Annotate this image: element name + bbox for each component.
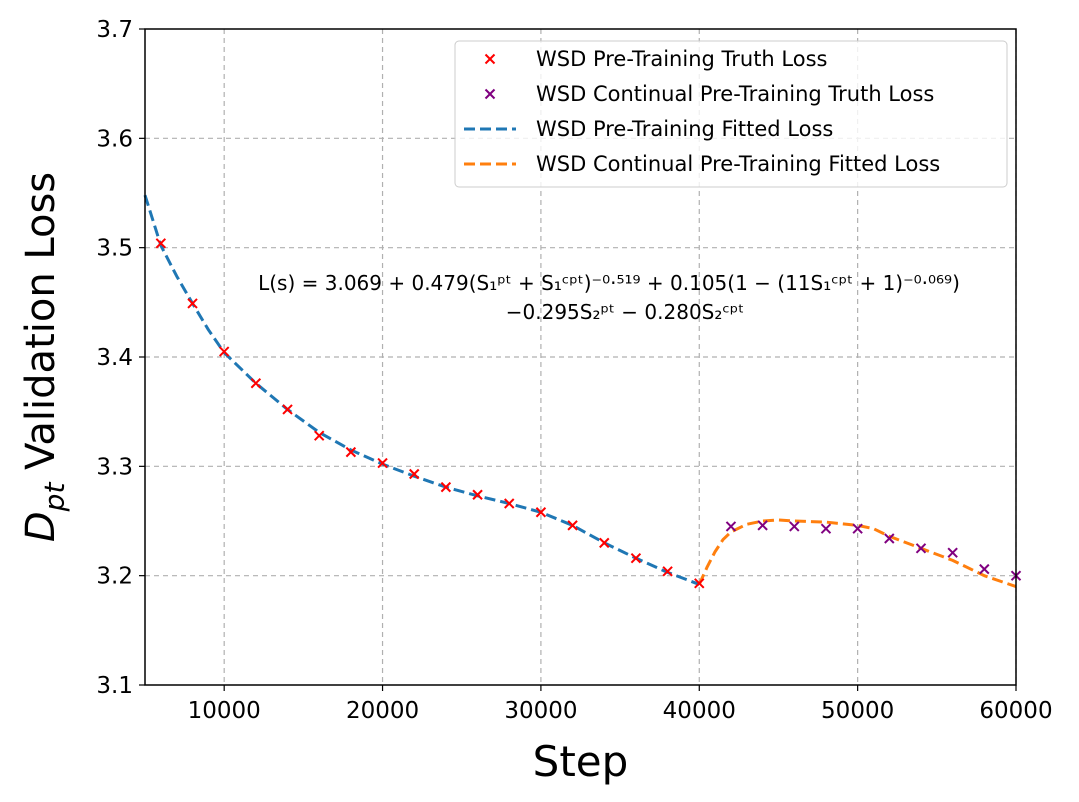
cpt-truth-point — [852, 523, 863, 534]
legend-item: WSD Pre-Training Fitted Loss — [464, 117, 833, 141]
marker-stroke — [409, 468, 420, 480]
formula-line-2: −0.295S₂ᵖᵗ − 0.280S₂ᶜᵖᵗ — [506, 300, 745, 324]
marker-stroke — [472, 489, 483, 500]
marker-stroke — [567, 520, 578, 531]
marker-stroke — [187, 298, 198, 309]
pt-truth-point — [504, 498, 515, 509]
marker-stroke — [440, 481, 452, 493]
marker-stroke — [377, 457, 388, 469]
pt-truth-point — [187, 298, 198, 309]
x-tick-label: 40000 — [663, 698, 736, 724]
cpt-truth-point — [947, 547, 958, 558]
marker-stroke — [484, 88, 496, 100]
cpt-truth-point — [725, 521, 737, 532]
marker-stroke — [535, 507, 547, 518]
marker-stroke — [820, 523, 832, 534]
legend-label: WSD Pre-Training Fitted Loss — [536, 117, 833, 141]
marker-stroke — [218, 346, 230, 357]
legend-label: WSD Continual Pre-Training Fitted Loss — [536, 152, 940, 176]
cpt-truth-point — [979, 563, 990, 575]
x-tick-label: 30000 — [504, 698, 577, 724]
marker-stroke — [630, 552, 642, 564]
marker-stroke — [282, 404, 293, 415]
y-tick-label: 3.6 — [96, 126, 133, 152]
marker-stroke — [662, 566, 673, 577]
y-tick-label: 3.5 — [96, 236, 133, 262]
pt-truth-point — [155, 238, 167, 249]
pt-truth-point — [630, 552, 642, 564]
series-layer — [143, 194, 1022, 589]
marker-stroke — [725, 521, 737, 532]
y-tick-label: 3.4 — [96, 345, 133, 371]
y-tick-label: 3.3 — [96, 454, 133, 480]
marker-stroke — [345, 446, 357, 458]
marker-stroke — [504, 498, 515, 509]
x-tick-label: 50000 — [821, 698, 894, 724]
pt-truth-point — [535, 507, 547, 518]
legend-marker — [484, 88, 496, 100]
marker-stroke — [789, 521, 800, 532]
pt-truth-point — [218, 346, 230, 357]
pt-truth-point — [282, 404, 293, 415]
marker-stroke — [599, 537, 610, 549]
marker-stroke — [313, 430, 325, 441]
pt-fitted-line — [143, 194, 700, 586]
legend-label: WSD Pre-Training Truth Loss — [536, 47, 827, 71]
cpt-truth-point — [884, 533, 895, 544]
marker-stroke — [757, 520, 768, 531]
pt-truth-point — [440, 481, 452, 493]
marker-stroke — [484, 53, 496, 65]
marker-stroke — [947, 547, 958, 558]
marker-stroke — [155, 238, 167, 249]
cpt-truth-point — [820, 523, 832, 534]
x-tick-label: 10000 — [188, 698, 261, 724]
pt-truth-point — [662, 566, 673, 577]
y-axis-title: Dpt Validation Loss — [18, 172, 71, 542]
marker-stroke — [852, 523, 863, 534]
legend-item: WSD Continual Pre-Training Fitted Loss — [464, 152, 940, 176]
y-tick-label: 3.2 — [96, 564, 133, 590]
pt-truth-point — [599, 537, 610, 549]
pt-truth-point — [313, 430, 325, 441]
y-tick-label: 3.1 — [96, 673, 133, 699]
marker-stroke — [915, 543, 927, 554]
pt-truth-point — [694, 578, 705, 589]
marker-stroke — [884, 533, 895, 544]
legend-item: WSD Pre-Training Truth Loss — [484, 47, 827, 71]
pt-truth-point — [250, 378, 262, 389]
formula-line-1: L(s) = 3.069 + 0.479(S₁ᵖᵗ + S₁ᶜᵖᵗ)⁻⁰·⁵¹⁹… — [258, 271, 960, 295]
pt-truth-point — [567, 520, 578, 531]
marker-stroke — [979, 563, 990, 575]
x-axis-title: Step — [533, 737, 629, 786]
formula-annotation: L(s) = 3.069 + 0.479(S₁ᵖᵗ + S₁ᶜᵖᵗ)⁻⁰·⁵¹⁹… — [258, 271, 960, 324]
pt-truth-point — [377, 457, 388, 469]
pt-truth-point — [409, 468, 420, 480]
legend: WSD Pre-Training Truth Loss WSD Continual… — [454, 40, 1008, 188]
legend-box — [454, 40, 1008, 188]
marker-stroke — [250, 378, 262, 389]
cpt-truth-point — [757, 520, 768, 531]
legend-marker — [484, 53, 496, 65]
cpt-truth-point — [915, 543, 927, 554]
pt-truth-point — [345, 446, 357, 458]
y-tick-label: 3.7 — [96, 17, 133, 43]
marker-stroke — [694, 578, 705, 589]
x-tick-label: 60000 — [979, 698, 1052, 724]
legend-items: WSD Pre-Training Truth Loss WSD Continual… — [464, 47, 940, 176]
cpt-truth-point — [789, 521, 800, 532]
x-tick-label: 20000 — [346, 698, 419, 724]
ticks-layer: 10000 20000 30000 40000 50000 60000 3.1 3.2 3.3 3… — [96, 17, 1052, 724]
legend-label: WSD Continual Pre-Training Truth Loss — [536, 82, 934, 106]
legend-item: WSD Continual Pre-Training Truth Loss — [484, 82, 934, 106]
pt-truth-point — [472, 489, 483, 500]
